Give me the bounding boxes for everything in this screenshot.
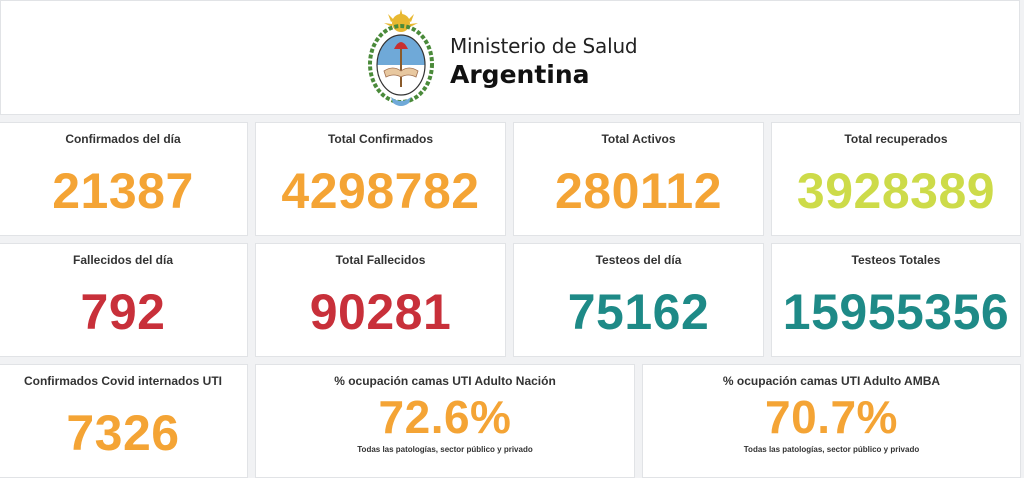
card-value: 280112 bbox=[554, 163, 723, 219]
card-testeos-dia: Testeos del día 75162 bbox=[513, 243, 764, 357]
card-title: Total recuperados bbox=[844, 132, 948, 146]
card-title: Total Activos bbox=[601, 132, 676, 146]
card-total-fallecidos: Total Fallecidos 90281 bbox=[255, 243, 506, 357]
card-value: 4298782 bbox=[281, 163, 480, 219]
card-total-confirmados: Total Confirmados 4298782 bbox=[255, 122, 506, 236]
brand-text: Ministerio de Salud Argentina bbox=[450, 34, 638, 89]
card-confirmados-dia: Confirmados del día 21387 bbox=[0, 122, 248, 236]
card-title: Total Confirmados bbox=[327, 132, 434, 146]
card-internados-uti: Confirmados Covid internados UTI 7326 bbox=[0, 364, 248, 478]
card-value: 7326 bbox=[66, 405, 180, 461]
card-subtitle: Todas las patologías, sector público y p… bbox=[743, 445, 920, 454]
card-value: 72.6% bbox=[378, 391, 512, 443]
coat-of-arms-icon bbox=[368, 9, 434, 106]
card-title: Total Fallecidos bbox=[335, 253, 426, 267]
card-title: Testeos Totales bbox=[851, 253, 941, 267]
card-value: 75162 bbox=[567, 284, 710, 340]
card-value: 90281 bbox=[309, 284, 452, 340]
card-value: 792 bbox=[80, 284, 166, 340]
card-value: 21387 bbox=[52, 163, 194, 219]
card-title: Fallecidos del día bbox=[72, 253, 174, 267]
card-total-recuperados: Total recuperados 3928389 bbox=[771, 122, 1021, 236]
country-name: Argentina bbox=[450, 60, 590, 89]
card-value: 70.7% bbox=[765, 391, 898, 443]
card-title: % ocupación camas UTI Adulto AMBA bbox=[722, 374, 941, 388]
card-subtitle: Todas las patologías, sector público y p… bbox=[357, 445, 533, 454]
card-ocupacion-nacion: % ocupación camas UTI Adulto Nación 72.6… bbox=[255, 364, 635, 478]
card-ocupacion-amba: % ocupación camas UTI Adulto AMBA 70.7% … bbox=[642, 364, 1021, 478]
ministry-name: Ministerio de Salud bbox=[450, 34, 638, 58]
card-title: Confirmados Covid internados UTI bbox=[23, 374, 222, 388]
card-fallecidos-dia: Fallecidos del día 792 bbox=[0, 243, 248, 357]
card-total-activos: Total Activos 280112 bbox=[513, 122, 764, 236]
card-testeos-totales: Testeos Totales 15955356 bbox=[771, 243, 1021, 357]
header-banner: Ministerio de Salud Argentina bbox=[0, 0, 1020, 115]
card-title: Confirmados del día bbox=[65, 132, 181, 146]
card-title: Testeos del día bbox=[595, 253, 682, 267]
card-value: 3928389 bbox=[796, 163, 996, 219]
card-value: 15955356 bbox=[782, 284, 1010, 340]
card-title: % ocupación camas UTI Adulto Nación bbox=[334, 374, 556, 388]
